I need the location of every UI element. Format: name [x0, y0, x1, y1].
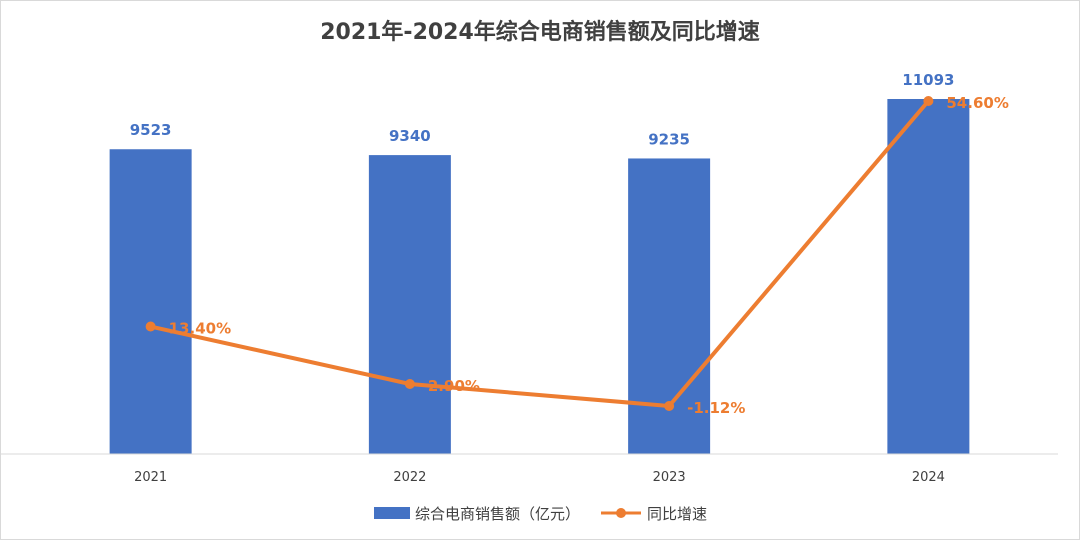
growth-label-2023: -1.12%	[687, 399, 745, 417]
legend: 综合电商销售额（亿元） 同比增速	[374, 505, 707, 523]
bar-label-2024: 11093	[902, 71, 954, 89]
bar-2022	[368, 155, 451, 454]
x-tick-2023: 2023	[653, 470, 686, 485]
growth-point-2021	[145, 321, 156, 332]
bar-series	[109, 99, 970, 454]
x-tick-2022: 2022	[393, 470, 426, 485]
legend-swatch-marker	[616, 508, 626, 518]
growth-label-2024: 54.60%	[946, 94, 1008, 112]
bar-label-2021: 9523	[130, 121, 172, 139]
line-data-labels: 13.40% 2.90% -1.12% 54.60%	[169, 94, 1009, 417]
legend-label-bar: 综合电商销售额（亿元）	[415, 505, 580, 523]
line-series	[145, 96, 934, 411]
growth-point-2023	[664, 401, 675, 411]
growth-line	[150, 99, 930, 408]
x-tick-2024: 2024	[912, 470, 945, 485]
growth-label-2021: 13.40%	[169, 320, 231, 338]
x-axis-ticks: 2021 2022 2023 2024	[134, 470, 945, 485]
legend-label-line: 同比增速	[647, 505, 707, 523]
bar-label-2022: 9340	[389, 127, 431, 145]
bar-2024	[887, 99, 970, 454]
bar-label-2023: 9235	[648, 130, 690, 148]
x-tick-2021: 2021	[134, 470, 167, 485]
legend-swatch-bar	[374, 507, 410, 519]
chart-title: 2021年-2024年综合电商销售额及同比增速	[320, 19, 760, 45]
bar-data-labels: 9523 9340 9235 11093	[130, 71, 955, 148]
growth-label-2022: 2.90%	[428, 377, 480, 395]
growth-point-2022	[404, 378, 415, 389]
bar-2021	[109, 149, 192, 454]
growth-point-2024	[923, 96, 934, 106]
